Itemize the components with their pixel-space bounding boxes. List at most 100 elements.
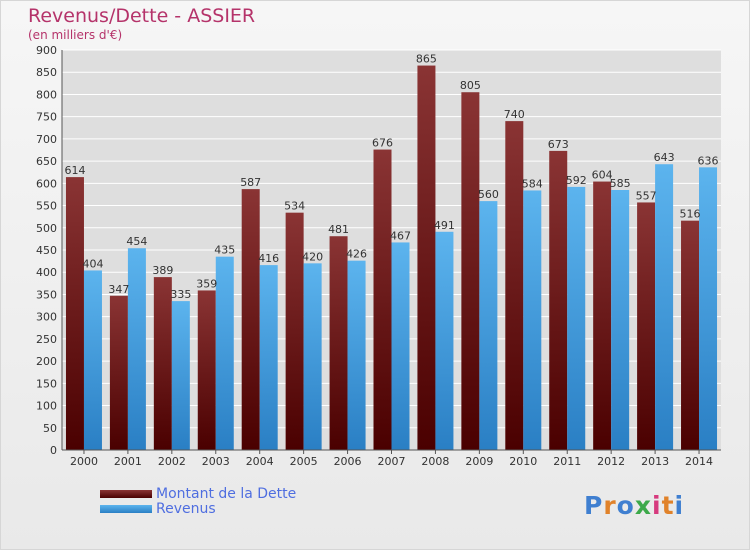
data-label-revenue: 584 [522,177,543,190]
data-label-revenue: 585 [610,177,631,190]
bar-debt [461,92,480,450]
bar-revenue [171,301,190,450]
data-label-revenue: 454 [126,235,147,248]
y-tick-label: 500 [36,222,57,235]
bar-debt [681,220,700,450]
data-label-revenue: 560 [478,188,499,201]
x-tick-label: 2001 [114,455,142,468]
data-label-debt: 389 [152,264,173,277]
logo-letter: i [652,491,662,520]
bar-debt [241,189,260,450]
x-tick-label: 2005 [290,455,318,468]
bar-revenue [215,256,234,450]
legend-label-debt: Montant de la Dette [156,485,297,502]
x-tick-label: 2008 [421,455,449,468]
data-label-debt: 614 [64,164,85,177]
data-label-revenue: 491 [434,219,455,232]
y-tick-label: 150 [36,377,57,390]
data-label-revenue: 636 [698,154,719,167]
y-tick-label: 100 [36,400,57,413]
bar-debt [505,121,524,450]
bar-debt [65,177,84,450]
bar-revenue [523,190,542,450]
bar-debt [109,295,128,450]
logo-letter: r [603,491,617,520]
x-tick-label: 2010 [509,455,537,468]
logo-letter: o [616,491,635,520]
logo-letter: i [674,491,685,520]
data-label-revenue: 435 [214,244,235,257]
data-label-revenue: 643 [654,151,675,164]
bar-revenue [435,231,454,450]
y-tick-label: 700 [36,133,57,146]
data-label-debt: 347 [108,283,129,296]
data-label-debt: 805 [460,79,481,92]
bar-debt [549,150,568,450]
x-tick-label: 2014 [685,455,713,468]
logo-letter: P [584,491,604,520]
bar-debt [285,212,304,450]
y-tick-label: 600 [36,177,57,190]
data-label-debt: 604 [592,169,613,182]
y-tick-label: 450 [36,244,57,257]
legend-item-revenue: Revenus [100,500,296,517]
x-tick-label: 2006 [334,455,362,468]
bar-revenue [391,242,410,450]
bar-revenue [699,167,718,451]
data-label-debt: 534 [284,200,305,213]
y-tick-label: 900 [36,44,57,57]
x-tick-label: 2013 [641,455,669,468]
y-tick-label: 650 [36,155,57,168]
legend: Montant de la Dette Revenus [100,485,297,517]
chart-subtitle: (en milliers d'€) [28,28,123,42]
bar-revenue [127,248,146,450]
x-tick-label: 2002 [158,455,186,468]
legend-swatch-revenue [100,504,152,513]
data-label-revenue: 404 [82,257,103,270]
y-tick-label: 550 [36,200,57,213]
bar-revenue [655,164,674,450]
data-label-debt: 481 [328,223,349,236]
x-tick-label: 2007 [378,455,406,468]
bar-revenue [259,265,278,450]
y-tick-label: 0 [50,444,57,457]
x-tick-label: 2009 [465,455,493,468]
logo-letter: t [661,491,675,520]
proxiti-logo: Proxiti [584,491,684,520]
bar-revenue [303,263,322,450]
x-tick-label: 2004 [246,455,274,468]
y-tick-label: 850 [36,66,57,79]
y-tick-label: 200 [36,355,57,368]
data-label-debt: 673 [548,138,569,151]
data-label-debt: 676 [372,137,393,150]
data-label-revenue: 426 [346,248,367,261]
legend-item-debt: Montant de la Dette [100,485,297,502]
bar-debt [637,202,656,450]
bar-revenue [567,186,586,450]
data-label-debt: 557 [636,189,657,202]
bar-debt [329,236,348,450]
y-tick-label: 350 [36,288,57,301]
bar-debt [417,65,436,451]
data-label-revenue: 592 [566,174,587,187]
legend-label-revenue: Revenus [156,500,216,517]
bar-revenue [83,270,102,450]
logo-letter: x [634,491,652,520]
data-label-debt: 740 [504,108,525,121]
data-label-revenue: 467 [390,229,411,242]
data-label-debt: 516 [680,208,701,221]
y-tick-label: 250 [36,333,57,346]
y-tick-label: 50 [43,422,57,435]
data-label-debt: 865 [416,53,437,66]
bar-revenue [479,201,498,450]
bar-debt [593,181,612,451]
bar-debt [197,290,216,450]
y-tick-label: 300 [36,311,57,324]
y-tick-label: 750 [36,111,57,124]
x-tick-label: 2003 [202,455,230,468]
bar-debt [373,149,392,451]
legend-swatch-debt [100,489,152,498]
bar-debt [153,277,172,450]
x-tick-label: 2011 [553,455,581,468]
